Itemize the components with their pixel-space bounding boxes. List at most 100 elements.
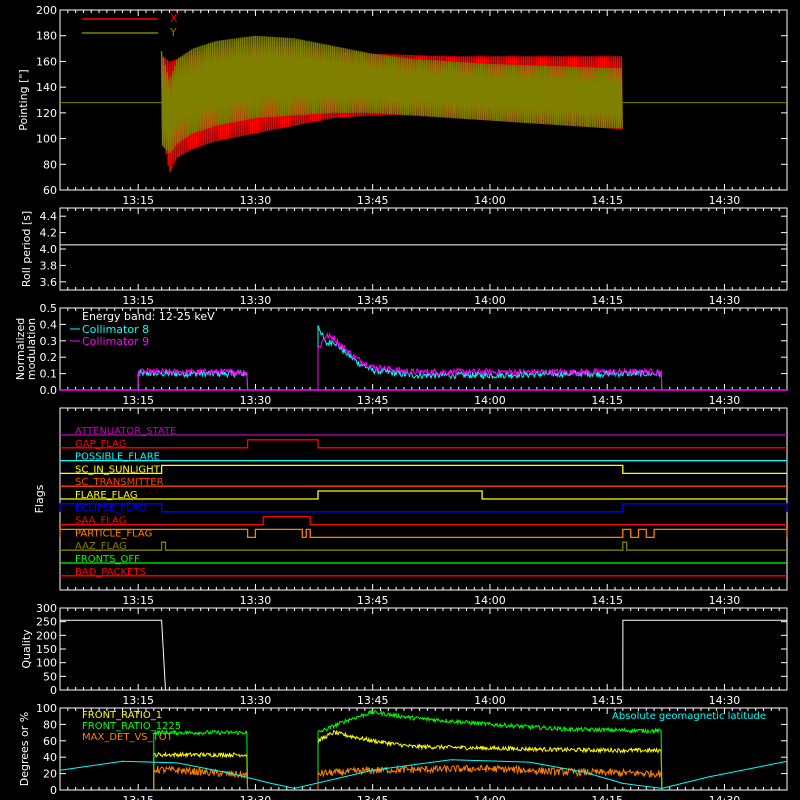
ratios-series-2 bbox=[153, 764, 663, 791]
modulation-ylabel-2: modulation bbox=[25, 318, 38, 380]
quality-ytick-label: 100 bbox=[36, 657, 57, 670]
modulation-ytick-label: 0.5 bbox=[40, 302, 58, 315]
flags-xtick-label: 14:15 bbox=[591, 594, 623, 607]
ratios-ytick-label: 60 bbox=[43, 735, 57, 748]
modulation-series-1 bbox=[137, 331, 663, 391]
ratios-series-3 bbox=[59, 759, 788, 789]
flag-label-eclipse-flag: ECLIPSE_FLAG bbox=[75, 503, 146, 514]
ratios-ytick-label: 0 bbox=[50, 784, 57, 797]
modulation-legend-title: Energy band: 12-25 keV bbox=[82, 310, 215, 323]
modulation-ytick-label: 0.2 bbox=[40, 351, 58, 364]
ratios-ylabel: Degrees or % bbox=[18, 712, 31, 786]
quality-xtick-label: 13:30 bbox=[240, 694, 272, 707]
flags-ylabel: Flags bbox=[33, 484, 46, 513]
legend-x-label: X bbox=[170, 12, 178, 25]
pointing-ytick-label: 200 bbox=[36, 4, 57, 17]
flag-label-aaz-flag: AAZ_FLAG bbox=[75, 541, 127, 552]
ratios-frame bbox=[59, 707, 788, 791]
ratios-annotation: Absolute geomagnetic latitude bbox=[612, 711, 766, 722]
flag-line-saa-flag bbox=[60, 515, 787, 526]
flag-line-sc-in-sunlight bbox=[60, 464, 787, 475]
roll-xtick-label: 14:15 bbox=[591, 294, 623, 307]
flag-label-fronts-off: FRONTS_OFF bbox=[75, 554, 140, 565]
quality-ytick-label: 50 bbox=[43, 670, 57, 683]
quality-xtick-label: 13:15 bbox=[122, 694, 154, 707]
legend-y-label: Y bbox=[169, 26, 177, 39]
pointing-frame bbox=[59, 9, 788, 191]
flag-label-possible-flare: POSSIBLE_FLARE bbox=[75, 452, 160, 463]
modulation-ytick-label: 0.3 bbox=[40, 335, 58, 348]
flags-xtick-label: 13:30 bbox=[240, 594, 272, 607]
quality-xtick-label: 14:00 bbox=[474, 694, 506, 707]
pointing-ytick-label: 100 bbox=[36, 133, 57, 146]
pointing-xtick-label: 13:30 bbox=[240, 194, 272, 207]
roll-frame bbox=[59, 207, 788, 291]
flag-line-particle-flag bbox=[59, 528, 788, 539]
pointing-xtick-label: 14:15 bbox=[591, 194, 623, 207]
pointing-xtick-label: 14:30 bbox=[709, 194, 741, 207]
pointing-ytick-label: 80 bbox=[43, 158, 57, 171]
quality-xtick-label: 14:30 bbox=[709, 694, 741, 707]
quality-ytick-label: 0 bbox=[50, 684, 57, 697]
flags-xtick-label: 14:00 bbox=[474, 594, 506, 607]
flag-label-saa-flag: SAA_FLAG bbox=[75, 516, 126, 527]
roll-ytick-label: 4.4 bbox=[40, 210, 58, 223]
quality-ytick-label: 150 bbox=[36, 643, 57, 656]
flags-xtick-label: 13:45 bbox=[357, 594, 389, 607]
roll-xtick-label: 14:00 bbox=[474, 294, 506, 307]
legend-coll9-label: Collimator 9 bbox=[82, 335, 149, 348]
flag-label-bad-packets: BAD_PACKETS bbox=[75, 567, 146, 578]
pointing-xtick-label: 14:00 bbox=[474, 194, 506, 207]
roll-xtick-label: 14:30 bbox=[709, 294, 741, 307]
pointing-ytick-label: 60 bbox=[43, 184, 57, 197]
ratios-xtick-label: 13:30 bbox=[240, 794, 272, 800]
ratios-ytick-label: 100 bbox=[36, 702, 57, 715]
roll-xtick-label: 13:15 bbox=[122, 294, 154, 307]
modulation-xtick-label: 14:00 bbox=[474, 394, 506, 407]
flag-line-eclipse-flag bbox=[59, 503, 788, 513]
quality-ylabel: Quality bbox=[20, 629, 33, 669]
ratios-xtick-label: 13:15 bbox=[122, 794, 154, 800]
flag-label-flare-flag: FLARE_FLAG bbox=[75, 490, 138, 501]
roll-ytick-label: 4.2 bbox=[40, 227, 58, 240]
modulation-xtick-label: 13:45 bbox=[357, 394, 389, 407]
ratios-ytick-label: 20 bbox=[43, 768, 57, 781]
flag-line-gap-flag bbox=[60, 439, 787, 449]
pointing-ylabel: Pointing ["] bbox=[17, 69, 30, 130]
roll-xtick-label: 13:45 bbox=[357, 294, 389, 307]
ratios-series-0 bbox=[153, 729, 663, 791]
quality-ytick-label: 300 bbox=[36, 602, 57, 615]
modulation-xtick-label: 14:15 bbox=[591, 394, 623, 407]
quality-xtick-label: 14:15 bbox=[591, 694, 623, 707]
pointing-xtick-label: 13:45 bbox=[357, 194, 389, 207]
modulation-xtick-label: 14:30 bbox=[709, 394, 741, 407]
quality-ytick-label: 250 bbox=[36, 616, 57, 629]
roll-ylabel: Roll period [s] bbox=[20, 211, 33, 287]
roll-ytick-label: 4.0 bbox=[40, 243, 58, 256]
flag-label-attenuator-state: ATTENUATOR_STATE bbox=[75, 426, 176, 437]
ratios-legend-1: FRONT_RATIO_1225 bbox=[82, 721, 181, 732]
ratios-legend-0: FRONT_RATIO_1 bbox=[82, 710, 162, 721]
modulation-series-0 bbox=[137, 325, 663, 391]
ratios-series-1 bbox=[153, 708, 663, 791]
flag-line-aaz-flag bbox=[60, 541, 787, 551]
modulation-ylabel-1: Normalized bbox=[14, 318, 27, 380]
flag-label-gap-flag: GAP_FLAG bbox=[75, 439, 127, 450]
legend-coll8-label: Collimator 8 bbox=[82, 323, 149, 336]
flags-xtick-label: 14:30 bbox=[709, 594, 741, 607]
ratios-xtick-label: 14:30 bbox=[709, 794, 741, 800]
ratios-legend-2: MAX_DET_VS_TOT bbox=[82, 732, 174, 743]
ratios-ytick-label: 80 bbox=[43, 718, 57, 731]
ratios-xtick-label: 14:15 bbox=[591, 794, 623, 800]
pointing-ytick-label: 120 bbox=[36, 107, 57, 120]
flag-line-flare-flag bbox=[60, 490, 787, 500]
flag-label-sc-transmitter: SC_TRANSMITTER bbox=[75, 477, 164, 488]
ratios-xtick-label: 14:00 bbox=[474, 794, 506, 800]
ratios-ytick-label: 40 bbox=[43, 751, 57, 764]
flag-label-particle-flag: PARTICLE_FLAG bbox=[75, 528, 152, 539]
roll-ytick-label: 3.8 bbox=[40, 259, 58, 272]
modulation-xtick-label: 13:30 bbox=[240, 394, 272, 407]
flag-label-sc-in-sunlight: SC_IN_SUNLIGHT bbox=[75, 464, 161, 475]
pointing-ytick-label: 140 bbox=[36, 81, 57, 94]
